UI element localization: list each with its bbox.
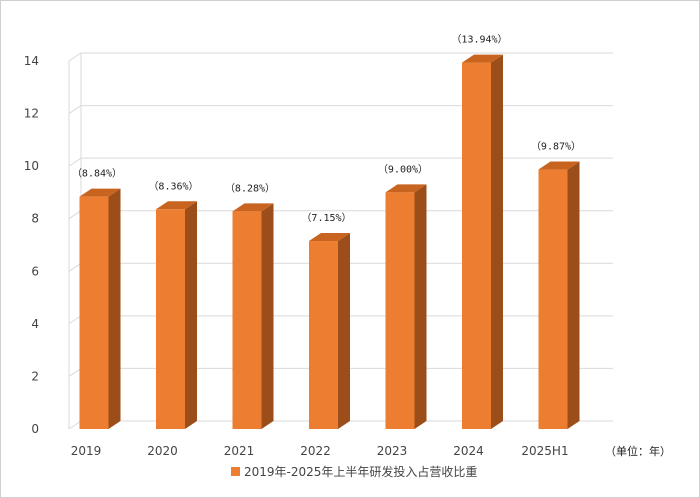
bar-top: [232, 203, 274, 212]
bar: [79, 196, 109, 429]
bar-top: [309, 233, 350, 242]
x-tick-label: 2024: [453, 444, 484, 458]
bar: [232, 211, 262, 429]
legend: 2019年-2025年上半年研发投入占营收比重: [231, 464, 477, 479]
bar: [309, 241, 338, 429]
bar: [385, 192, 415, 429]
gridline-slant: [68, 368, 82, 377]
gridline-slant: [68, 210, 82, 220]
data-labels: （8.84%） （8.36%） （8.28%） （7.15%） （9.00%） （13.9…: [72, 34, 581, 224]
x-tick-label: 2020: [147, 444, 178, 458]
x-axis: 2019 2020 2021 2022 2023 2024 2025H1: [71, 444, 569, 458]
x-tick-label: 2022: [300, 444, 331, 458]
data-label: （8.36%）: [148, 180, 198, 192]
bar-top: [462, 54, 503, 63]
y-tick-label: 2: [31, 369, 39, 383]
gridline-slant: [68, 157, 82, 167]
bar-side: [567, 161, 580, 429]
data-label: （9.87%）: [531, 141, 581, 153]
bar-top: [385, 184, 427, 193]
y-axis: 0 2 4 6 8 10 12 14: [24, 54, 39, 436]
data-label: （9.00%）: [378, 163, 428, 175]
x-tick-label: 2025H1: [521, 444, 568, 458]
bar: [538, 169, 568, 429]
bar-side: [491, 54, 503, 429]
gridline-slant: [68, 315, 82, 325]
gridline-slant: [68, 105, 82, 114]
y-tick-label: 6: [31, 264, 39, 278]
bar-side: [261, 203, 274, 429]
data-label: （8.28%）: [225, 182, 275, 194]
bar-side: [414, 184, 427, 429]
bars: [79, 54, 580, 429]
y-tick-label: 0: [31, 422, 39, 436]
bar-side: [108, 188, 121, 429]
bar: [156, 209, 185, 429]
bar-top: [79, 188, 121, 197]
x-tick-label: 2021: [224, 444, 255, 458]
gridline-slant: [68, 420, 82, 430]
x-tick-label: 2019: [71, 444, 102, 458]
gridline-slant: [68, 262, 82, 272]
data-label: （7.15%）: [301, 212, 351, 224]
bar-top: [156, 201, 197, 210]
y-tick-label: 8: [31, 212, 39, 226]
y-tick-label: 4: [31, 317, 39, 331]
gridline-slant: [68, 52, 82, 62]
unit-label: （单位：年）: [605, 444, 671, 458]
bar: [462, 62, 491, 429]
y-tick-label: 12: [24, 107, 39, 121]
legend-label: 2019年-2025年上半年研发投入占营收比重: [244, 464, 477, 479]
bar-side: [185, 201, 197, 429]
y-tick-label: 14: [24, 54, 39, 68]
y-tick-label: 10: [24, 159, 39, 173]
x-tick-label: 2023: [377, 444, 408, 458]
data-label: （13.94%）: [451, 34, 507, 46]
data-label: （8.84%）: [72, 168, 122, 180]
bar-top: [538, 161, 580, 170]
bar-side: [338, 233, 350, 429]
legend-swatch: [231, 467, 240, 476]
